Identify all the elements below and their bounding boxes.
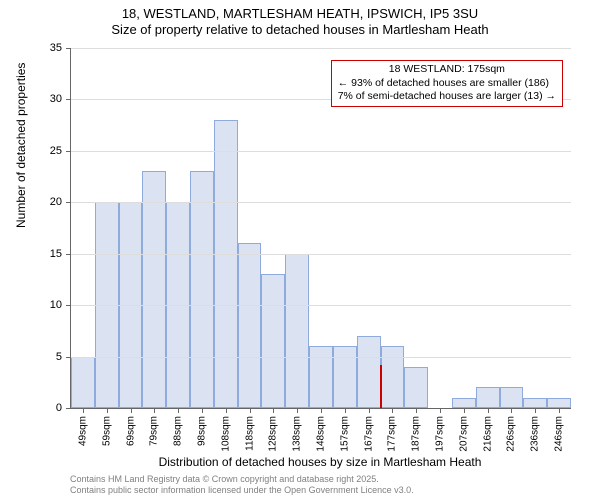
annotation-line1: 18 WESTLAND: 175sqm <box>338 63 556 77</box>
subject-marker-line <box>380 365 382 408</box>
xtick-label: 79sqm <box>149 416 160 446</box>
histogram-bar <box>309 346 333 408</box>
xtick-label: 197sqm <box>435 416 446 452</box>
xtick-label: 177sqm <box>387 416 398 452</box>
attribution-line2: Contains public sector information licen… <box>70 485 414 496</box>
xtick-mark <box>202 408 203 413</box>
xtick-label: 98sqm <box>196 416 207 446</box>
ytick-mark <box>66 99 71 100</box>
histogram-bar <box>142 171 166 408</box>
xtick-mark <box>464 408 465 413</box>
xtick-label: 118sqm <box>244 416 255 451</box>
xtick-mark <box>178 408 179 413</box>
xtick-label: 216sqm <box>482 416 493 452</box>
xtick-label: 226sqm <box>506 416 517 452</box>
xtick-label: 236sqm <box>530 416 541 452</box>
ytick-mark <box>66 357 71 358</box>
xtick-mark <box>559 408 560 413</box>
ytick-label: 30 <box>32 93 62 105</box>
histogram-bar <box>547 398 571 408</box>
ytick-mark <box>66 254 71 255</box>
xtick-mark <box>83 408 84 413</box>
gridline <box>71 202 571 203</box>
gridline <box>71 254 571 255</box>
histogram-bar <box>261 274 285 408</box>
histogram-bar <box>285 254 309 408</box>
annotation-line2: ← 93% of detached houses are smaller (18… <box>338 77 556 91</box>
ytick-label: 35 <box>32 42 62 54</box>
attribution-text: Contains HM Land Registry data © Crown c… <box>70 474 414 496</box>
histogram-bar <box>333 346 357 408</box>
xtick-label: 138sqm <box>292 416 303 452</box>
xtick-mark <box>535 408 536 413</box>
xtick-mark <box>321 408 322 413</box>
histogram-bar <box>404 367 428 408</box>
chart-plot-area: 49sqm59sqm69sqm79sqm88sqm98sqm108sqm118s… <box>70 48 571 409</box>
histogram-bar <box>238 243 262 408</box>
histogram-bar <box>214 120 238 408</box>
xtick-mark <box>273 408 274 413</box>
xtick-mark <box>131 408 132 413</box>
xtick-mark <box>226 408 227 413</box>
xtick-label: 157sqm <box>339 416 350 452</box>
xtick-mark <box>369 408 370 413</box>
xtick-label: 187sqm <box>411 416 422 452</box>
histogram-bar <box>381 346 405 408</box>
xtick-label: 69sqm <box>125 416 136 446</box>
xtick-mark <box>440 408 441 413</box>
histogram-bar <box>500 387 524 408</box>
xtick-label: 108sqm <box>220 416 231 452</box>
xtick-mark <box>297 408 298 413</box>
xtick-mark <box>345 408 346 413</box>
gridline <box>71 48 571 49</box>
x-axis-label: Distribution of detached houses by size … <box>70 455 570 469</box>
xtick-mark <box>250 408 251 413</box>
xtick-label: 49sqm <box>77 416 88 446</box>
histogram-bar <box>476 387 500 408</box>
page-title-line1: 18, WESTLAND, MARTLESHAM HEATH, IPSWICH,… <box>0 6 600 22</box>
ytick-mark <box>66 305 71 306</box>
histogram-bar <box>523 398 547 408</box>
xtick-label: 207sqm <box>458 416 469 452</box>
ytick-label: 10 <box>32 299 62 311</box>
y-axis-label: Number of detached properties <box>14 63 28 228</box>
annotation-line3: 7% of semi-detached houses are larger (1… <box>338 90 556 104</box>
xtick-label: 88sqm <box>173 416 184 446</box>
ytick-mark <box>66 408 71 409</box>
ytick-label: 15 <box>32 248 62 260</box>
page-title-line2: Size of property relative to detached ho… <box>0 22 600 38</box>
histogram-bar <box>357 336 381 408</box>
ytick-mark <box>66 202 71 203</box>
xtick-mark <box>154 408 155 413</box>
histogram-bar <box>71 357 95 408</box>
histogram-bar <box>452 398 476 408</box>
gridline <box>71 151 571 152</box>
xtick-mark <box>416 408 417 413</box>
ytick-label: 5 <box>32 351 62 363</box>
ytick-label: 20 <box>32 196 62 208</box>
histogram-bar <box>190 171 214 408</box>
annotation-callout: 18 WESTLAND: 175sqm← 93% of detached hou… <box>331 60 563 107</box>
ytick-mark <box>66 151 71 152</box>
xtick-label: 148sqm <box>316 416 327 452</box>
xtick-label: 246sqm <box>554 416 565 452</box>
xtick-mark <box>511 408 512 413</box>
xtick-label: 167sqm <box>363 416 374 452</box>
gridline <box>71 305 571 306</box>
xtick-label: 128sqm <box>268 416 279 452</box>
gridline <box>71 357 571 358</box>
xtick-mark <box>392 408 393 413</box>
ytick-label: 0 <box>32 402 62 414</box>
xtick-label: 59sqm <box>101 416 112 446</box>
attribution-line1: Contains HM Land Registry data © Crown c… <box>70 474 414 485</box>
ytick-mark <box>66 48 71 49</box>
xtick-mark <box>488 408 489 413</box>
ytick-label: 25 <box>32 145 62 157</box>
xtick-mark <box>107 408 108 413</box>
